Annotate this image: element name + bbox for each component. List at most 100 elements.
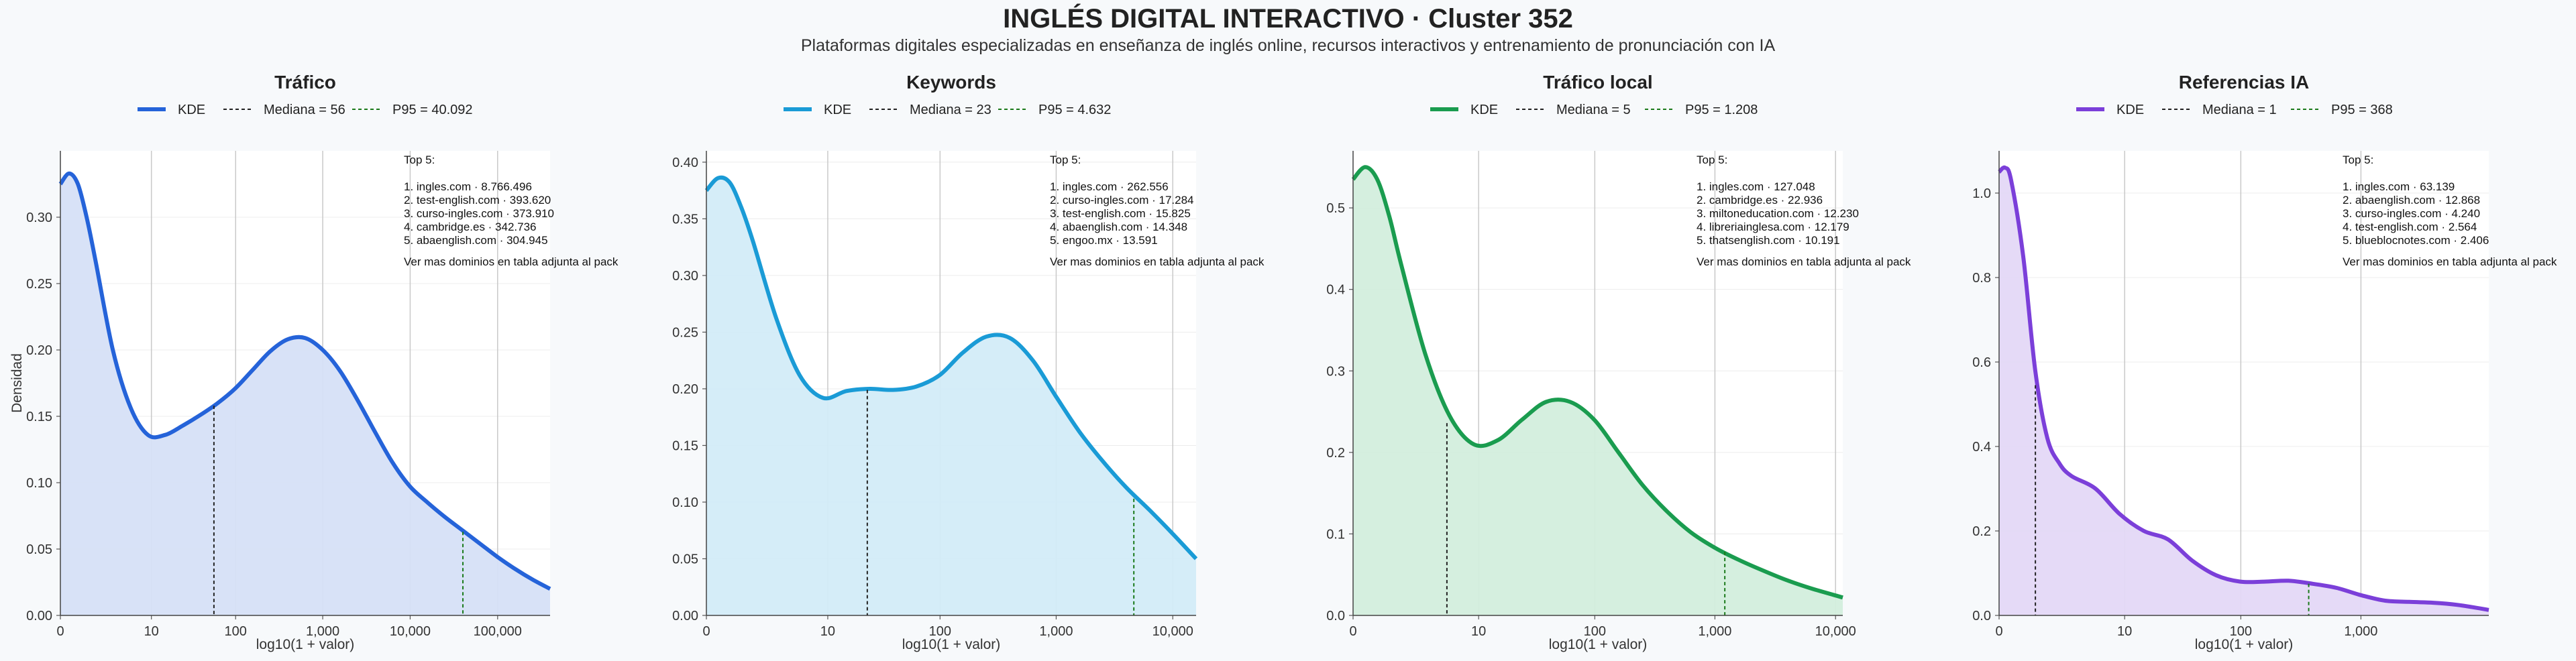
top5-heading: Top 5: xyxy=(404,154,435,166)
x-tick-label: 10,000 xyxy=(1152,624,1193,639)
x-tick-label: 10,000 xyxy=(1815,624,1856,639)
top5-item: 3. curso-ingles.com · 373.910 xyxy=(404,207,554,220)
page-subtitle: Plataformas digitales especializadas en … xyxy=(800,36,1776,55)
y-tick-label: 0.30 xyxy=(26,211,52,225)
x-axis-label: log10(1 + valor) xyxy=(902,637,1001,652)
kde-line xyxy=(704,175,1198,560)
legend-median-label: Mediana = 56 xyxy=(264,103,345,117)
y-tick-label: 0.2 xyxy=(1972,524,1991,539)
y-tick-label: 0.05 xyxy=(672,552,698,566)
x-tick-label: 10 xyxy=(144,624,159,639)
x-tick-label: 100 xyxy=(1584,624,1606,639)
legend-p95-label: P95 = 368 xyxy=(2331,103,2393,117)
x-tick-label: 1,000 xyxy=(306,624,339,639)
top5-item: 2. test-english.com · 393.620 xyxy=(404,194,551,206)
x-tick-label: 1,000 xyxy=(1698,624,1731,639)
top5-item: 2. cambridge.es · 22.936 xyxy=(1697,194,1823,206)
legend-p95-label: P95 = 1.208 xyxy=(1685,103,1758,117)
y-tick-label: 0.10 xyxy=(26,476,52,491)
y-tick-label: 0.6 xyxy=(1972,355,1991,370)
top5-item: 5. engoo.mx · 13.591 xyxy=(1050,234,1158,247)
x-tick-label: 1,000 xyxy=(1039,624,1073,639)
top5-heading: Top 5: xyxy=(1697,154,1727,166)
top5-footnote: Ver mas dominios en tabla adjunta al pac… xyxy=(1050,255,1265,268)
x-tick-label: 0 xyxy=(702,624,710,639)
y-tick-label: 1.0 xyxy=(1972,186,1991,201)
legend-kde-label: KDE xyxy=(2116,103,2144,117)
y-tick-label: 0.40 xyxy=(672,156,698,170)
top5-item: 3. test-english.com · 15.825 xyxy=(1050,207,1191,220)
y-tick-label: 0.00 xyxy=(672,609,698,623)
top5-item: 2. abaenglish.com · 12.868 xyxy=(2343,194,2480,206)
top5-item: 4. test-english.com · 2.564 xyxy=(2343,221,2477,233)
x-axis-label: log10(1 + valor) xyxy=(2195,637,2294,652)
legend-median-label: Mediana = 5 xyxy=(1556,103,1631,117)
panel-title: Tráfico local xyxy=(1543,72,1652,93)
top5-heading: Top 5: xyxy=(1050,154,1081,166)
top5-item: 1. ingles.com · 127.048 xyxy=(1697,180,1815,193)
x-axis-label: log10(1 + valor) xyxy=(1549,637,1648,652)
top5-item: 4. cambridge.es · 342.736 xyxy=(404,221,537,233)
top5-footnote: Ver mas dominios en tabla adjunta al pac… xyxy=(2343,255,2557,268)
legend-kde-label: KDE xyxy=(178,103,205,117)
top5-item: 1. ingles.com · 8.766.496 xyxy=(404,180,532,193)
top5-footnote: Ver mas dominios en tabla adjunta al pac… xyxy=(404,255,619,268)
y-tick-label: 0.20 xyxy=(26,343,52,358)
x-tick-label: 10 xyxy=(2117,624,2132,639)
top5-item: 5. blueblocnotes.com · 2.406 xyxy=(2343,234,2489,247)
kde-area xyxy=(706,177,1196,616)
y-tick-label: 0.05 xyxy=(26,542,52,557)
y-tick-label: 0.0 xyxy=(1972,609,1991,623)
kde-area xyxy=(1353,167,1843,616)
y-tick-label: 0.4 xyxy=(1326,283,1345,298)
y-tick-label: 0.15 xyxy=(26,410,52,424)
y-tick-label: 0.5 xyxy=(1326,201,1345,216)
x-tick-label: 100,000 xyxy=(474,624,522,639)
y-tick-label: 0.4 xyxy=(1972,440,1991,455)
y-tick-label: 0.20 xyxy=(672,382,698,397)
legend-p95-label: P95 = 4.632 xyxy=(1038,103,1111,117)
y-tick-label: 0.25 xyxy=(26,277,52,292)
y-tick-label: 0.1 xyxy=(1326,527,1345,542)
x-tick-label: 0 xyxy=(1349,624,1356,639)
panel-title: Keywords xyxy=(906,72,996,93)
top5-item: 4. libreriainglesa.com · 12.179 xyxy=(1697,221,1849,233)
y-tick-label: 0.30 xyxy=(672,269,698,284)
panel-title: Referencias IA xyxy=(2179,72,2310,93)
top5-heading: Top 5: xyxy=(2343,154,2373,166)
panel-title: Tráfico xyxy=(274,72,336,93)
kde-area xyxy=(1999,167,2489,616)
y-tick-label: 0.10 xyxy=(672,495,698,510)
y-tick-label: 0.35 xyxy=(672,212,698,227)
legend-median-label: Mediana = 23 xyxy=(910,103,991,117)
y-tick-label: 0.8 xyxy=(1972,271,1991,286)
top5-item: 5. thatsenglish.com · 10.191 xyxy=(1697,234,1840,247)
x-tick-label: 10,000 xyxy=(390,624,431,639)
legend-kde-label: KDE xyxy=(824,103,851,117)
x-tick-label: 1,000 xyxy=(2344,624,2377,639)
y-tick-label: 0.15 xyxy=(672,438,698,453)
x-tick-label: 0 xyxy=(56,624,64,639)
top5-footnote: Ver mas dominios en tabla adjunta al pac… xyxy=(1697,255,1911,268)
kde-line xyxy=(58,171,551,591)
kde-line xyxy=(1997,165,2489,612)
y-tick-label: 0.00 xyxy=(26,609,52,623)
top5-item: 4. abaenglish.com · 14.348 xyxy=(1050,221,1187,233)
x-tick-label: 100 xyxy=(2230,624,2252,639)
x-tick-label: 100 xyxy=(929,624,951,639)
y-axis-label: Densidad xyxy=(9,353,25,413)
top5-item: 3. miltoneducation.com · 12.230 xyxy=(1697,207,1859,220)
top5-item: 1. ingles.com · 63.139 xyxy=(2343,180,2455,193)
y-tick-label: 0.25 xyxy=(672,325,698,340)
kde-line xyxy=(1351,165,1843,600)
top5-item: 3. curso-ingles.com · 4.240 xyxy=(2343,207,2480,220)
legend-kde-label: KDE xyxy=(1470,103,1498,117)
y-tick-label: 0.2 xyxy=(1326,446,1345,461)
x-tick-label: 10 xyxy=(1471,624,1486,639)
top5-item: 2. curso-ingles.com · 17.284 xyxy=(1050,194,1194,206)
legend-median-label: Mediana = 1 xyxy=(2202,103,2277,117)
